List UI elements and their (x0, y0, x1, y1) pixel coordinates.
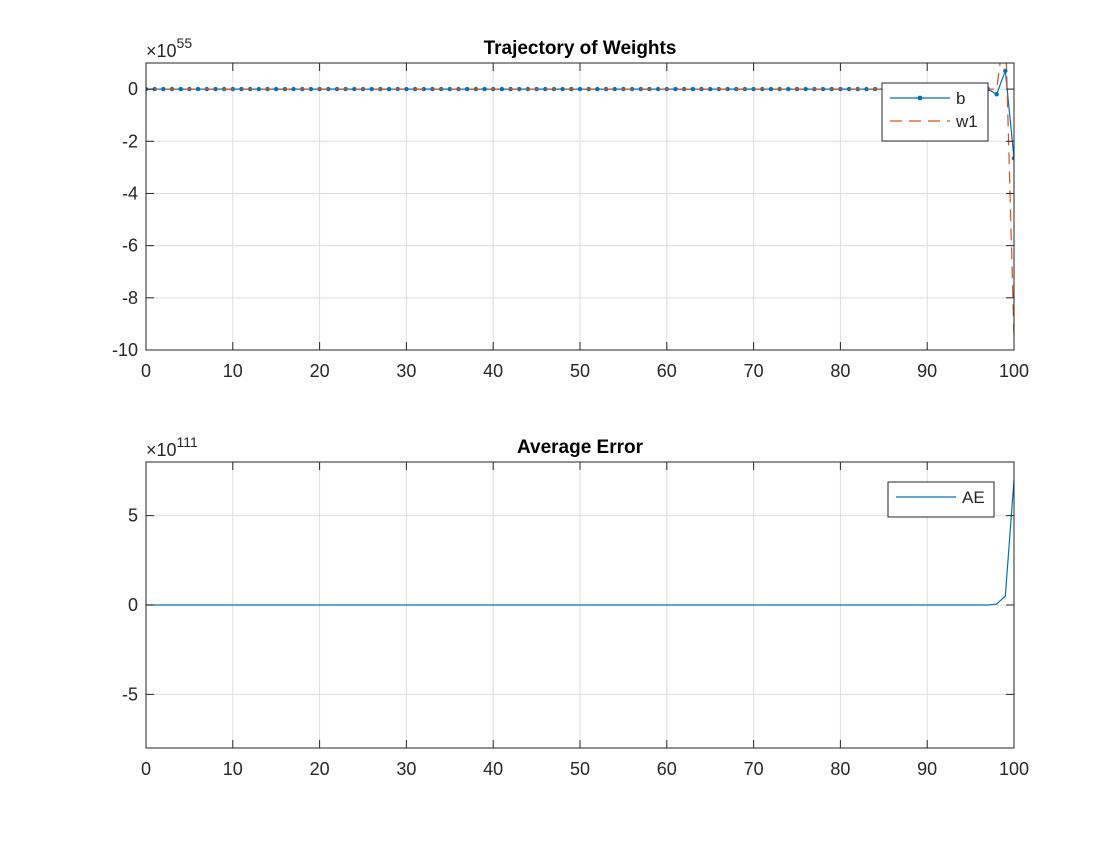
point-b (161, 86, 166, 92)
point-b (447, 86, 452, 92)
legend-box (887, 481, 995, 518)
legend-label-w1: w1 (955, 112, 978, 131)
point-b (517, 86, 522, 92)
y-tick-label: 0 (128, 595, 138, 615)
data-layer (146, 479, 1014, 606)
x-tick-label: 40 (483, 759, 503, 779)
point-b (690, 86, 696, 92)
y-tick-label: -8 (122, 288, 138, 308)
x-tick-label: 20 (310, 361, 330, 381)
point-b (673, 86, 678, 92)
point-b (577, 86, 583, 92)
point-b (1003, 68, 1008, 74)
x-tick-label: 40 (483, 361, 503, 381)
y-exponent-label: ×1055 (146, 35, 192, 61)
x-tick-label: 90 (917, 759, 937, 779)
x-tick-label: 80 (830, 759, 850, 779)
point-b (612, 86, 617, 92)
point-b (768, 86, 774, 92)
point-b (256, 86, 262, 92)
y-tick-label: -6 (122, 236, 138, 256)
point-b (864, 86, 869, 92)
y-tick-label: 5 (128, 506, 138, 526)
series-line-w1 (146, 63, 1014, 337)
point-b (595, 86, 600, 92)
point-b (708, 86, 713, 92)
point-b (308, 86, 314, 92)
point-b (352, 86, 357, 92)
axes-2: 0 10 20 30 40 50 60 70 80 90 100 -5 0 5 ×10111 Average … (122, 434, 1029, 779)
x-tick-label: 30 (396, 759, 416, 779)
x-tick-label: 50 (570, 361, 590, 381)
x-tick-label: 80 (830, 361, 850, 381)
point-b (499, 86, 505, 92)
point-b (404, 86, 409, 92)
point-b (786, 86, 791, 92)
x-tick-label: 90 (917, 361, 937, 381)
x-tick-label: 50 (570, 759, 590, 779)
chart-title: Trajectory of Weights (484, 38, 677, 59)
point-b (994, 92, 999, 97)
series-line-AE (146, 479, 1014, 606)
point-b (386, 86, 392, 92)
x-tick-label: 100 (999, 759, 1029, 779)
legend-marker-b (917, 95, 923, 101)
x-tick-label: 70 (744, 759, 764, 779)
x-tick-label: 10 (223, 361, 243, 381)
x-tick-label: 60 (657, 361, 677, 381)
point-b (178, 86, 183, 92)
point-b (291, 86, 296, 92)
point-b (213, 86, 218, 92)
point-b (560, 86, 565, 92)
legend-label-b: b (956, 89, 965, 108)
chart-title: Average Error (517, 437, 644, 458)
y-tick-label: -2 (122, 131, 138, 151)
x-tick-label: 10 (223, 759, 243, 779)
legend-box (881, 82, 989, 142)
x-tick-label: 0 (141, 759, 151, 779)
x-tick-label: 70 (744, 361, 764, 381)
x-tick-label: 60 (657, 759, 677, 779)
point-b (464, 86, 470, 92)
y-tick-label: -5 (122, 684, 138, 704)
x-tick-label: 0 (141, 361, 151, 381)
point-b (1011, 156, 1014, 161)
x-tick-label: 30 (396, 361, 416, 381)
point-b (820, 86, 826, 92)
point-b (195, 86, 201, 92)
legend-label-AE: AE (962, 488, 985, 507)
x-tick-label: 100 (999, 361, 1029, 381)
point-b (274, 86, 279, 92)
y-tick-label: -4 (122, 183, 138, 203)
y-tick-label: 0 (128, 79, 138, 99)
point-b (655, 86, 661, 92)
axes-1: 0 10 20 30 40 50 60 70 80 90 100 -10 -8 -6 -4 -2 0 ×1055 T… (112, 35, 1029, 381)
legend: AE (887, 481, 995, 518)
point-b (803, 86, 808, 92)
y-exponent-label: ×10111 (146, 434, 198, 460)
x-tick-label: 20 (310, 759, 330, 779)
point-b (369, 86, 374, 92)
legend: b w1 (881, 82, 989, 142)
point-b (751, 86, 756, 92)
point-b (482, 86, 487, 92)
y-tick-label: -10 (112, 340, 138, 360)
